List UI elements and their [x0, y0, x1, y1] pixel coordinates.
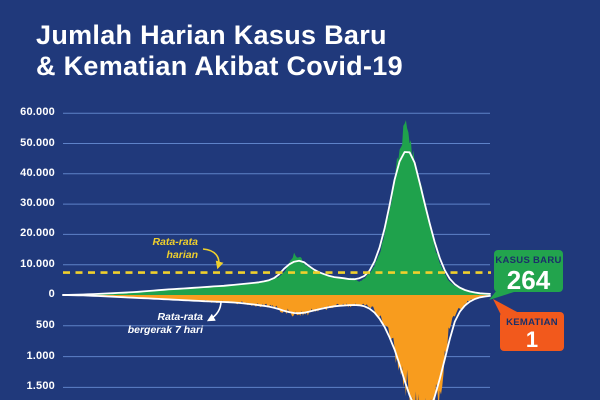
y-tick-label-cases-60000: 60.000 — [20, 106, 55, 119]
daily-average-arrow — [202, 248, 224, 270]
y-tick-label-cases-40000: 40.000 — [20, 166, 55, 179]
new-cases-badge: KASUS BARU 264 — [494, 250, 563, 295]
y-tick-label-cases-30000: 30.000 — [20, 197, 55, 210]
deaths-badge: KEMATIAN 1 — [500, 312, 564, 351]
page-title-line1: Jumlah Harian Kasus Baru — [36, 20, 387, 50]
new-cases-badge-value: 264 — [506, 265, 551, 295]
y-tick-label-deaths-1000: 1.000 — [26, 349, 55, 362]
page-title: Jumlah Harian Kasus Baru & Kematian Akib… — [36, 20, 403, 82]
deaths-moving-average-line — [62, 294, 491, 400]
new-cases-badge-label: KASUS BARU — [495, 255, 562, 266]
y-tick-label-deaths-1500: 1.500 — [26, 380, 55, 393]
daily-average-callout-line1: Rata-rata — [152, 236, 198, 248]
y-tick-label-cases-0: 0 — [48, 288, 55, 300]
y-tick-label-cases-20000: 20.000 — [20, 227, 55, 240]
deaths-badge-value: 1 — [525, 327, 539, 352]
cases-area — [63, 120, 490, 295]
moving-average-callout-line2: bergerak 7 hari — [127, 324, 203, 336]
cases-moving-average-line — [62, 151, 491, 296]
moving-average-callout-line1: Rata-rata — [157, 311, 203, 323]
y-tick-label-deaths-500: 500 — [36, 318, 55, 331]
daily-average-callout: Rata-rata harian — [108, 236, 198, 262]
new-cases-badge-tail — [489, 290, 514, 300]
deaths-area — [63, 295, 490, 400]
moving-average-callout: Rata-rata bergerak 7 hari — [105, 311, 203, 337]
moving-average-arrow — [206, 300, 222, 322]
y-tick-label-cases-50000: 50.000 — [20, 136, 55, 149]
daily-average-callout-line2: harian — [166, 249, 198, 261]
deaths-badge-label: KEMATIAN — [506, 317, 558, 328]
y-tick-label-cases-10000: 10.000 — [20, 257, 55, 270]
page-title-line2: & Kematian Akibat Covid-19 — [36, 51, 403, 81]
